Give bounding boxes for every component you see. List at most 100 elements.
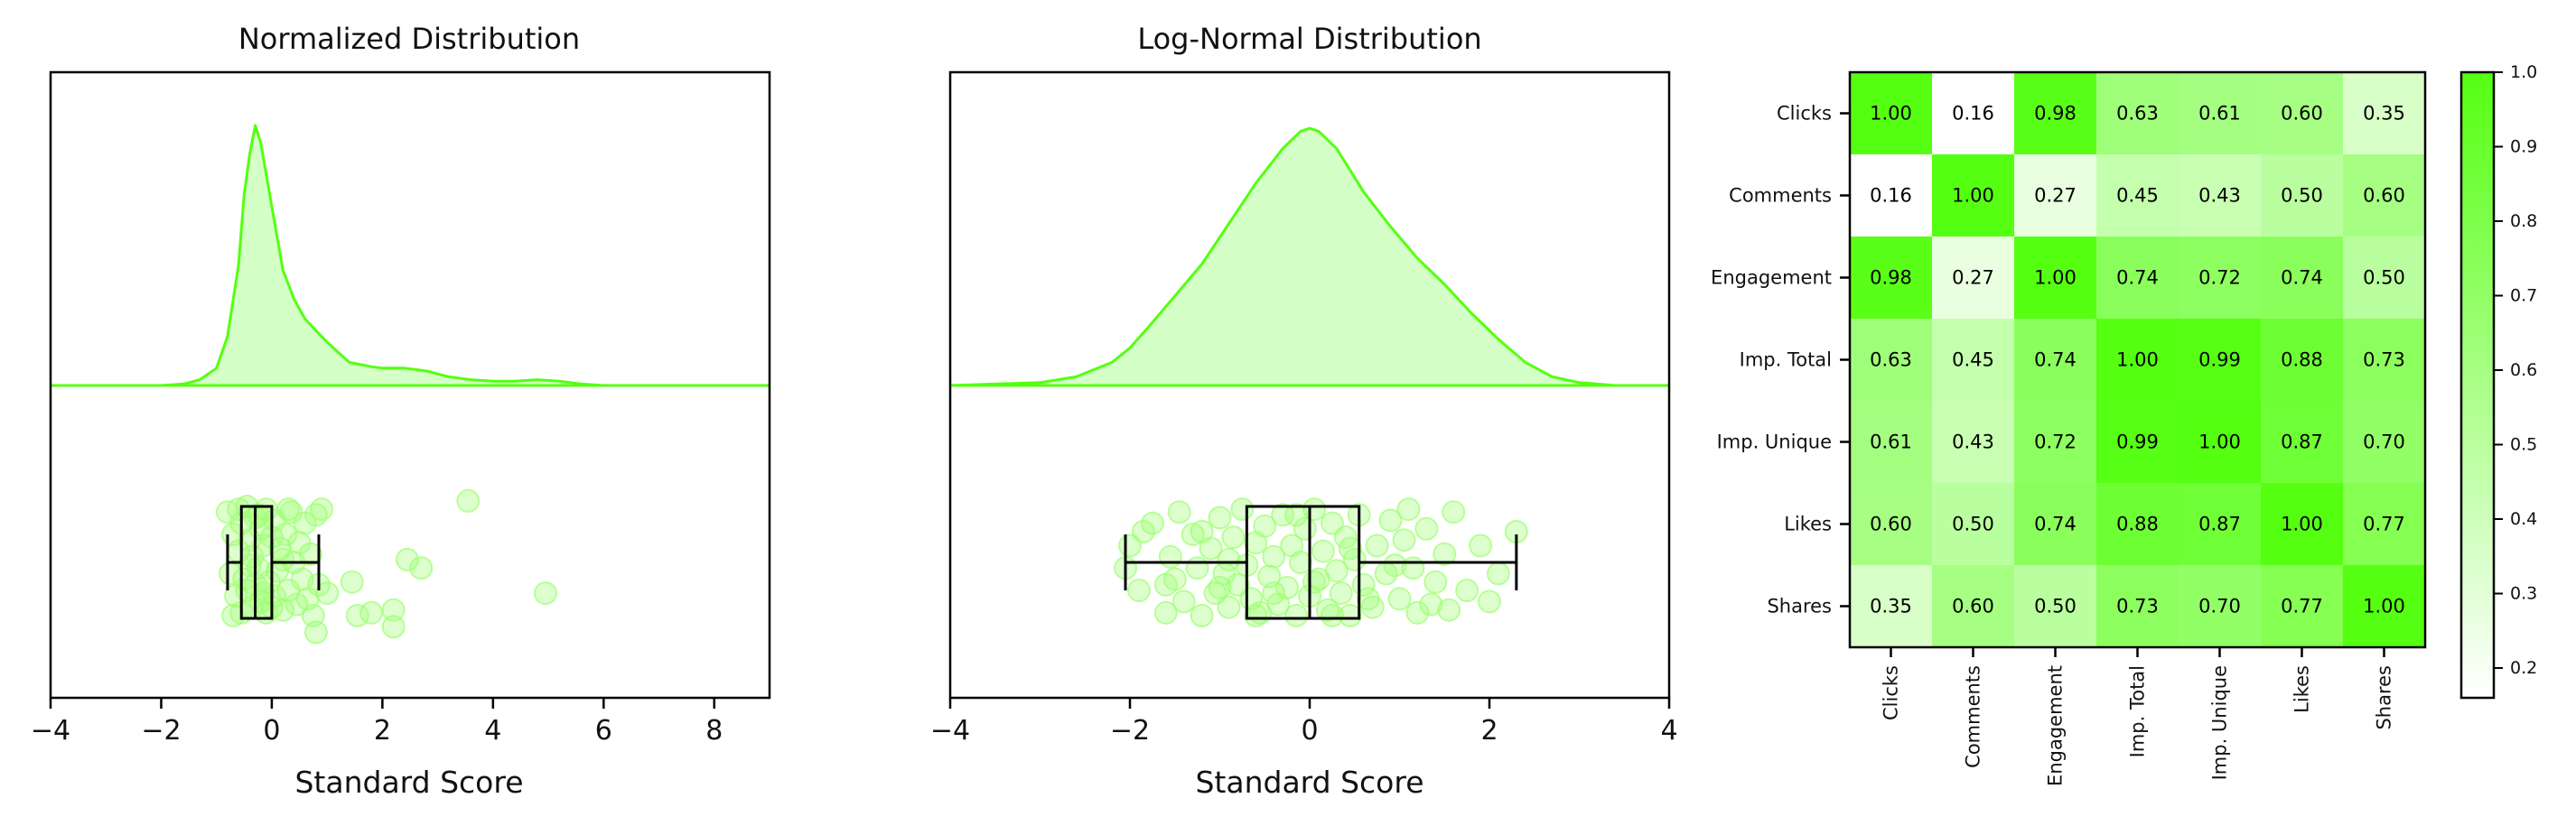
strip-point: [1158, 544, 1182, 569]
heatmap-cell-value: 0.73: [2363, 349, 2405, 371]
x-tick-label: Clicks: [1881, 665, 1902, 720]
strip-point: [271, 547, 295, 571]
strip-point: [1140, 511, 1164, 535]
heatmap-cell-value: 0.60: [2363, 185, 2405, 207]
x-tick-label: 4: [1660, 715, 1677, 747]
heatmap-cell-value: 0.74: [2116, 267, 2159, 289]
heatmap-cell: [2343, 401, 2426, 484]
colorbar-tick-label: 0.5: [2510, 435, 2537, 455]
strip-point: [1324, 559, 1349, 583]
strip-point: [1392, 528, 1416, 552]
x-tick-label: 2: [1480, 715, 1498, 747]
strip-point: [1153, 600, 1178, 625]
strip-point: [1405, 600, 1430, 625]
heatmap-cell: [2014, 483, 2097, 566]
heatmap-cell-value: 0.72: [2034, 432, 2077, 453]
heatmap-cell: [2014, 237, 2097, 320]
heatmap-cell: [2343, 237, 2426, 320]
y-tick-label: Comments: [1729, 185, 1832, 207]
colorbar-tick-label: 0.7: [2510, 286, 2537, 306]
x-tick-label: Shares: [2374, 665, 2395, 730]
strip-point: [310, 497, 333, 522]
heatmap-cell-value: 0.35: [2363, 103, 2405, 125]
heatmap-cell-value: 0.45: [2116, 185, 2159, 207]
heatmap-cell-value: 0.99: [2198, 349, 2241, 371]
strip-point: [1185, 556, 1209, 580]
x-tick-label: 0: [1301, 715, 1318, 747]
heatmap-cell: [2261, 401, 2344, 484]
heatmap-cell: [2096, 72, 2179, 155]
x-tick-label: 2: [374, 715, 391, 747]
strip-point: [1396, 497, 1421, 522]
heatmap-cell: [2343, 154, 2426, 237]
heatmap-cell-value: 0.98: [2034, 103, 2077, 125]
strip-point: [1423, 570, 1448, 594]
density-curve: [51, 124, 770, 387]
heatmap-cell-value: 0.70: [2198, 596, 2241, 617]
heatmap-cell-value: 0.16: [1870, 185, 1912, 207]
heatmap-cell-value: 1.00: [2281, 514, 2323, 535]
strip-point: [1190, 603, 1214, 627]
heatmap-cell: [1932, 237, 2015, 320]
panel-2-x-axis: −4 −2 0 2 4: [930, 698, 1678, 747]
x-tick-label: 0: [263, 715, 280, 747]
heatmap-cell: [1932, 565, 2015, 648]
strip-point: [274, 523, 298, 546]
heatmap-cell: [2096, 154, 2179, 237]
heatmap-cell-value: 0.72: [2198, 267, 2241, 289]
strip-point: [381, 598, 406, 622]
strip-point: [221, 603, 246, 627]
heatmap-cell: [2014, 319, 2097, 402]
heatmap-cell-value: 0.77: [2363, 514, 2405, 535]
strip-point: [1486, 561, 1510, 586]
heatmap-cell-value: 0.63: [2116, 103, 2159, 125]
heatmap-cell-value: 0.60: [1870, 514, 1912, 535]
strip-point: [1226, 572, 1250, 597]
strip-point: [1419, 592, 1443, 617]
heatmap-cell-value: 0.98: [1870, 267, 1912, 289]
heatmap-cell-value: 0.35: [1870, 596, 1912, 617]
strip-point: [1271, 503, 1295, 527]
strip-point: [1320, 511, 1344, 535]
panel-2-xlabel: Standard Score: [1195, 765, 1423, 800]
heatmap-cell: [1932, 483, 2015, 566]
strip-point: [1244, 603, 1268, 627]
heatmap-cell: [2261, 237, 2344, 320]
heatmap-cell-value: 0.61: [1870, 432, 1912, 453]
strip-point: [1217, 547, 1241, 571]
strip-point: [1181, 523, 1205, 546]
x-tick-label: Likes: [2291, 665, 2313, 713]
heatmap-cell: [2179, 401, 2262, 484]
strip-point: [340, 570, 364, 594]
x-tick-label: Imp. Unique: [2209, 665, 2231, 780]
colorbar-tick-label: 1.0: [2510, 62, 2537, 82]
strip-point: [246, 503, 270, 527]
x-tick-label: Imp. Total: [2127, 665, 2149, 757]
correlation-heatmap: 1.00 0.16 0.98 0.63 0.61 0.60 0.35 0.16 1.00 0.27…: [1711, 70, 2427, 786]
heatmap-cell-value: 0.27: [2034, 185, 2077, 207]
strip-point: [1414, 516, 1439, 541]
strip-point: [1338, 603, 1362, 627]
x-tick-label: Comments: [1963, 665, 1984, 768]
panel-1-frame: [49, 70, 771, 700]
panel-normalized: Normalized Distribution −4 −2 0 2 4 6 8 Standa…: [31, 22, 771, 800]
heatmap-cell-value: 1.00: [1952, 185, 1994, 207]
colorbar-tick-label: 0.8: [2510, 211, 2537, 231]
x-tick-label: 6: [595, 715, 612, 747]
heatmap-cell: [1850, 565, 1933, 648]
panel-1-x-axis: −4 −2 0 2 4 6 8: [31, 698, 723, 747]
strip-point: [315, 581, 340, 606]
strip-point: [1284, 603, 1309, 627]
heatmap-cell-value: 1.00: [2198, 432, 2241, 453]
heatmap-cell: [2096, 401, 2179, 484]
heatmap-cell: [2179, 483, 2262, 566]
heatmap-cell: [2096, 483, 2179, 566]
heatmap-cell: [2261, 319, 2344, 402]
strip-point: [276, 497, 301, 522]
strip-point: [1171, 589, 1196, 614]
heatmap-cell: [2096, 319, 2179, 402]
y-tick-label: Shares: [1767, 596, 1832, 617]
x-tick-label: −4: [31, 715, 70, 747]
